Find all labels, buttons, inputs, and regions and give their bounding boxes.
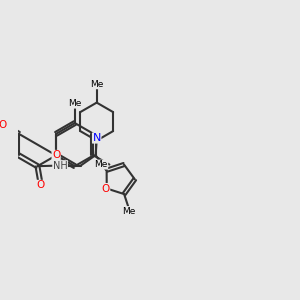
Text: Me: Me (68, 99, 82, 108)
Text: Me: Me (122, 206, 136, 215)
Text: O: O (0, 120, 7, 130)
Text: Me: Me (94, 160, 108, 169)
Text: NH: NH (53, 160, 68, 171)
Text: O: O (101, 184, 110, 194)
Text: O: O (36, 180, 45, 190)
Text: O: O (52, 150, 60, 161)
Text: N: N (92, 133, 101, 143)
Text: Me: Me (90, 80, 104, 89)
